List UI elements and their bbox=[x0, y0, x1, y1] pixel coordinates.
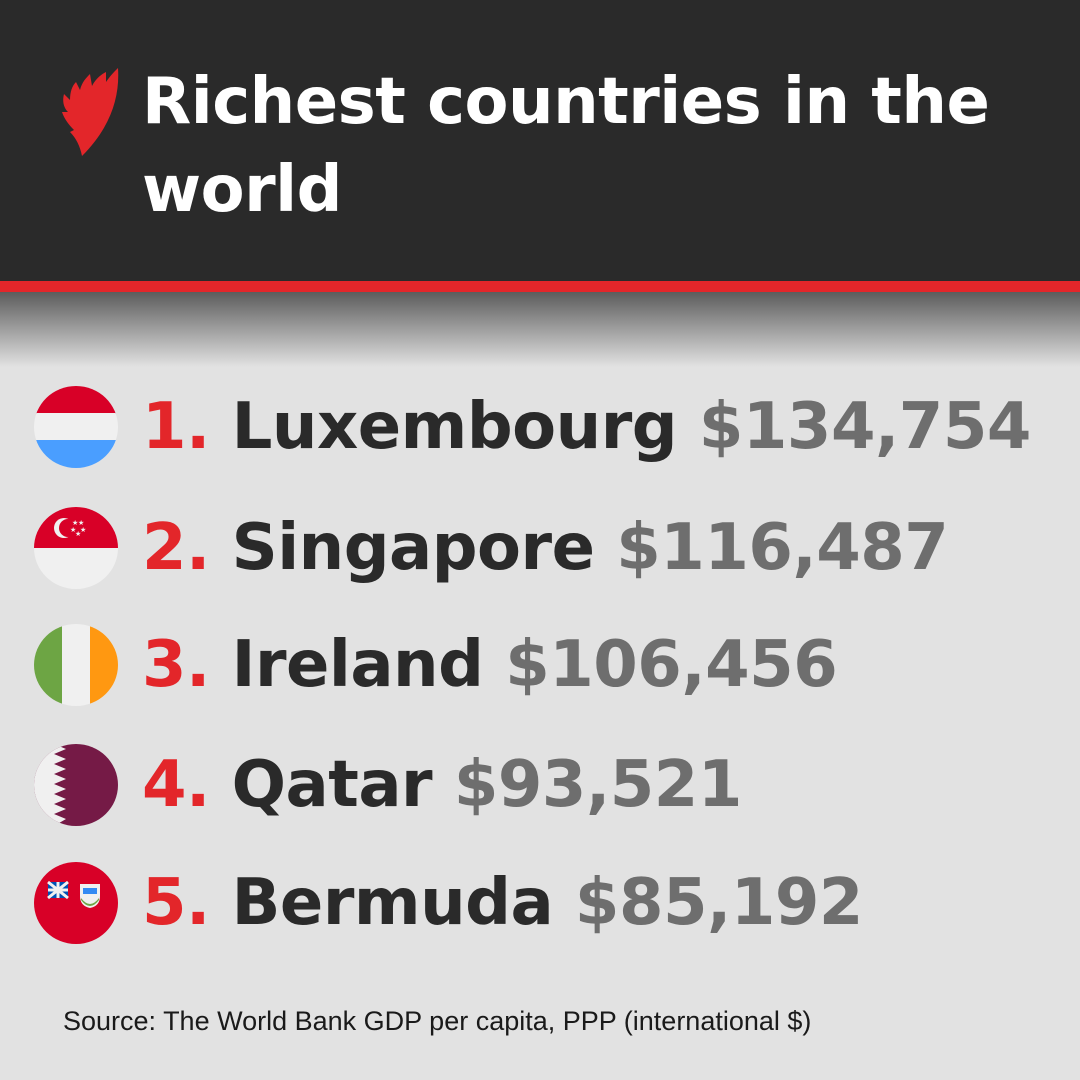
gdp-value: $106,456 bbox=[505, 628, 838, 702]
svg-text:★: ★ bbox=[72, 519, 78, 527]
country-name: Bermuda bbox=[231, 866, 554, 940]
gdp-value: $134,754 bbox=[698, 390, 1032, 464]
sbs-logo-icon bbox=[62, 68, 119, 156]
rank: 1. bbox=[142, 390, 210, 464]
country-name: Qatar bbox=[231, 748, 433, 822]
header bbox=[0, 0, 1080, 281]
qatar-flag-icon bbox=[34, 744, 118, 826]
rank: 2. bbox=[142, 511, 210, 585]
rank: 5. bbox=[142, 866, 210, 940]
luxembourg-flag-icon bbox=[34, 386, 118, 468]
country-name: Singapore bbox=[231, 511, 595, 585]
gdp-value: $116,487 bbox=[616, 511, 949, 585]
ireland-flag-icon bbox=[34, 624, 118, 706]
rank: 4. bbox=[142, 748, 210, 822]
svg-text:★: ★ bbox=[78, 519, 84, 527]
list-item: 1. Luxembourg $134,754 bbox=[0, 377, 1080, 477]
singapore-flag-icon: ★ ★★ ★★ bbox=[34, 507, 118, 589]
list-item: 5. Bermuda $85,192 bbox=[0, 853, 1080, 953]
list-item: 3. Ireland $106,456 bbox=[0, 615, 1080, 715]
red-stripe bbox=[0, 281, 1080, 292]
gdp-value: $93,521 bbox=[453, 748, 743, 822]
svg-text:★: ★ bbox=[75, 530, 81, 538]
gdp-value: $85,192 bbox=[574, 866, 864, 940]
svg-text:★: ★ bbox=[80, 526, 86, 534]
page-title: Richest countries in the world bbox=[142, 65, 990, 227]
source-note: Source: The World Bank GDP per capita, P… bbox=[63, 1006, 812, 1036]
country-name: Ireland bbox=[231, 628, 484, 702]
header-shadow bbox=[0, 292, 1080, 367]
list-item: ★ ★ ★ ★ ★ 2. Singapore $116,487 bbox=[0, 498, 1080, 598]
list-item: 4. Qatar $93,521 bbox=[0, 735, 1080, 835]
country-name: Luxembourg bbox=[231, 390, 678, 464]
svg-text:★: ★ bbox=[70, 526, 76, 534]
bermuda-flag-icon bbox=[34, 862, 118, 944]
rank: 3. bbox=[142, 628, 210, 702]
